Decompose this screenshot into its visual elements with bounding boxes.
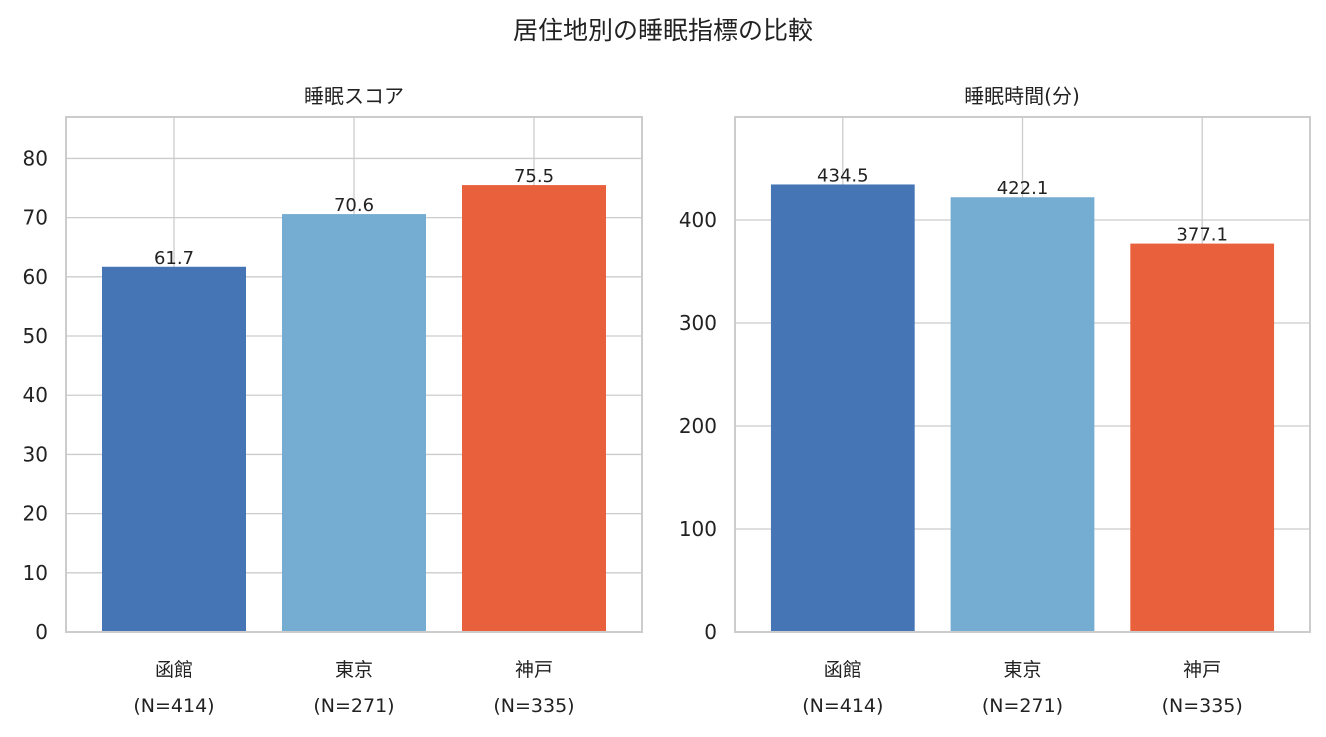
sleep-score-category-label: 東京 (N=271) [313, 659, 394, 717]
sleep-duration-category-label-line: (N=271) [982, 695, 1063, 717]
sleep-duration-value-label: 422.1 [997, 178, 1049, 199]
sleep-duration-y-tick-label: 300 [679, 311, 717, 335]
sleep-score-bar [282, 214, 426, 633]
sleep-score-value-label: 75.5 [514, 166, 554, 187]
sleep-score-value-label: 70.6 [334, 195, 374, 216]
sleep-score-bar [462, 185, 606, 632]
sleep-duration-x-ticks: 函館 (N=414) 東京 (N=271) 神戸 (N=335) [802, 659, 1243, 717]
sleep-score-value-labels: 61.7 70.6 75.5 [154, 166, 554, 269]
sleep-duration-value-label: 377.1 [1176, 225, 1228, 246]
sleep-score-y-tick-label: 40 [23, 383, 48, 407]
sleep-duration-bars [770, 184, 1275, 632]
sleep-score-chart: 睡眠スコア 61.7 70.6 75.5 0 10 20 30 40 50 60 70 80 函館 (… [23, 84, 643, 717]
sleep-duration-y-tick-label: 400 [679, 208, 717, 232]
sleep-score-category-label: 函館 (N=414) [133, 659, 214, 717]
sleep-score-y-tick-label: 10 [23, 561, 48, 585]
sleep-score-bar [102, 266, 246, 632]
sleep-duration-y-tick-label: 100 [679, 517, 717, 541]
sleep-duration-bar [770, 184, 915, 632]
sleep-score-y-tick-label: 50 [23, 324, 48, 348]
sleep-duration-bar [950, 197, 1095, 632]
sleep-duration-value-label: 434.5 [817, 165, 869, 186]
sleep-score-category-label: 神戸 (N=335) [493, 659, 574, 717]
sleep-duration-value-labels: 434.5 422.1 377.1 [817, 165, 1228, 245]
sleep-score-category-label-line: (N=271) [313, 695, 394, 717]
sleep-duration-category-label-line: 神戸 [1183, 659, 1221, 681]
sleep-duration-chart: 睡眠時間(分) 434.5 422.1 377.1 0 100 200 300 400 函館… [679, 84, 1311, 717]
sleep-duration-category-label: 神戸 (N=335) [1162, 659, 1243, 717]
sleep-score-category-label-line: (N=414) [133, 695, 214, 717]
sleep-score-category-label-line: 函館 [155, 659, 193, 681]
sleep-duration-y-ticks: 0 100 200 300 400 [679, 208, 717, 644]
sleep-score-y-tick-label: 70 [23, 206, 48, 230]
sleep-score-x-ticks: 函館 (N=414) 東京 (N=271) 神戸 (N=335) [133, 659, 574, 717]
sleep-duration-y-tick-label: 200 [679, 414, 717, 438]
sleep-score-title: 睡眠スコア [304, 84, 404, 108]
sleep-duration-category-label: 函館 (N=414) [802, 659, 883, 717]
sleep-score-value-label: 61.7 [154, 248, 194, 269]
sleep-score-y-tick-label: 60 [23, 265, 48, 289]
sleep-score-y-tick-label: 0 [35, 620, 48, 644]
sleep-score-y-tick-label: 20 [23, 502, 48, 526]
sleep-score-plot-frame [65, 116, 643, 633]
sleep-duration-category-label-line: (N=414) [802, 695, 883, 717]
sleep-score-y-tick-label: 30 [23, 442, 48, 466]
sleep-score-category-label-line: 神戸 [515, 659, 553, 681]
sleep-duration-category-label: 東京 (N=271) [982, 659, 1063, 717]
sleep-duration-plot-frame [734, 116, 1311, 633]
sleep-duration-category-label-line: (N=335) [1162, 695, 1243, 717]
sleep-duration-category-label-line: 東京 [1003, 659, 1041, 681]
sleep-duration-y-tick-label: 0 [704, 620, 717, 644]
sleep-score-y-tick-label: 80 [23, 146, 48, 170]
sleep-score-category-label-line: (N=335) [493, 695, 574, 717]
sleep-score-bars [102, 185, 606, 633]
sleep-duration-bar [1130, 243, 1275, 632]
sleep-score-category-label-line: 東京 [335, 659, 373, 681]
sleep-score-y-ticks: 0 10 20 30 40 50 60 70 80 [23, 146, 48, 644]
sleep-duration-category-label-line: 函館 [824, 659, 862, 681]
sleep-duration-title: 睡眠時間(分) [964, 84, 1080, 108]
figure-title: 居住地別の睡眠指標の比較 [513, 16, 813, 45]
